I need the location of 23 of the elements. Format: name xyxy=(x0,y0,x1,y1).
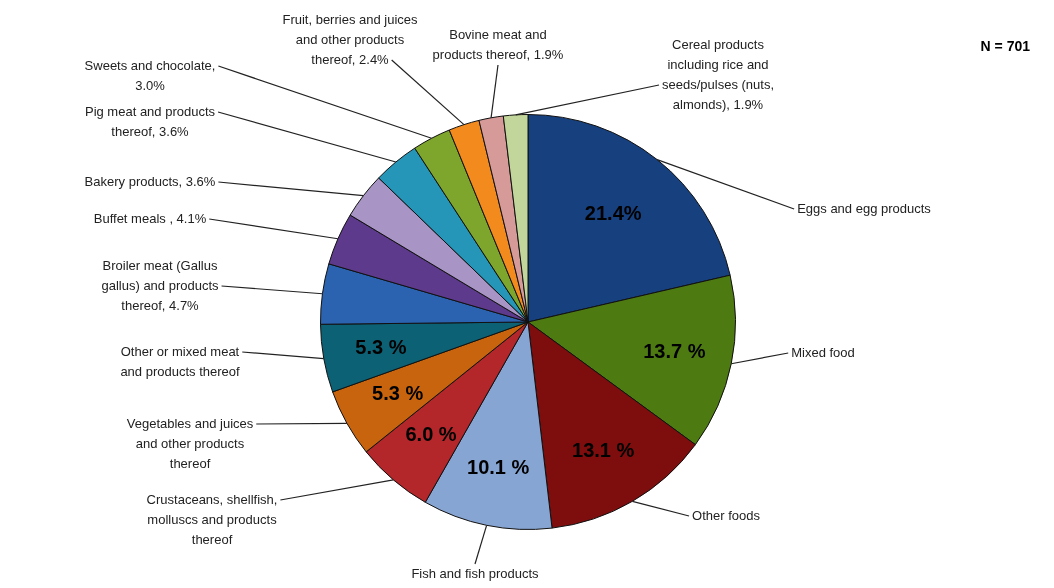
slice-label: Eggs and egg products xyxy=(797,200,932,216)
data-label: 13.7 % xyxy=(643,339,706,362)
slice-label: Other foods xyxy=(692,507,761,523)
slice-label: Cereal products including rice and seeds/pulses (nuts, almonds), 1.9% xyxy=(661,36,775,112)
slice-label: Buffet meals , 4.1% xyxy=(93,210,207,226)
slice-label: Fruit, berries and juices and other products thereof, 2.4% xyxy=(282,11,419,67)
text: N = 701 xyxy=(980,37,1031,54)
data-label: 13.1 % xyxy=(572,438,635,461)
slice-label: Sweets and chocolate, 3.0% xyxy=(84,57,216,93)
data-label: 21.4% xyxy=(584,202,642,225)
data-label: 10.1 % xyxy=(467,455,530,478)
slice-label: Crustaceans, shellfish, molluscs and products thereof xyxy=(146,491,278,547)
slice-label: Bakery products, 3.6% xyxy=(84,173,216,189)
slice-label: Mixed food xyxy=(791,344,855,360)
slice-label: Pig meat and products thereof, 3.6% xyxy=(84,103,216,139)
data-label: 5.3 % xyxy=(355,335,407,358)
data-label: 5.3 % xyxy=(372,382,424,405)
slice-label: Vegetables and juices and other products thereof xyxy=(126,415,254,471)
slice-label: Fish and fish products xyxy=(411,565,540,581)
slice-label: Other or mixed meat and products thereof xyxy=(120,343,241,379)
slice-label: Bovine meat and products thereof, 1.9% xyxy=(432,26,564,62)
data-label: 6.0 % xyxy=(405,423,457,446)
slice-label: Broiler meat (Gallus gallus) and products thereof, 4.7% xyxy=(101,257,220,313)
